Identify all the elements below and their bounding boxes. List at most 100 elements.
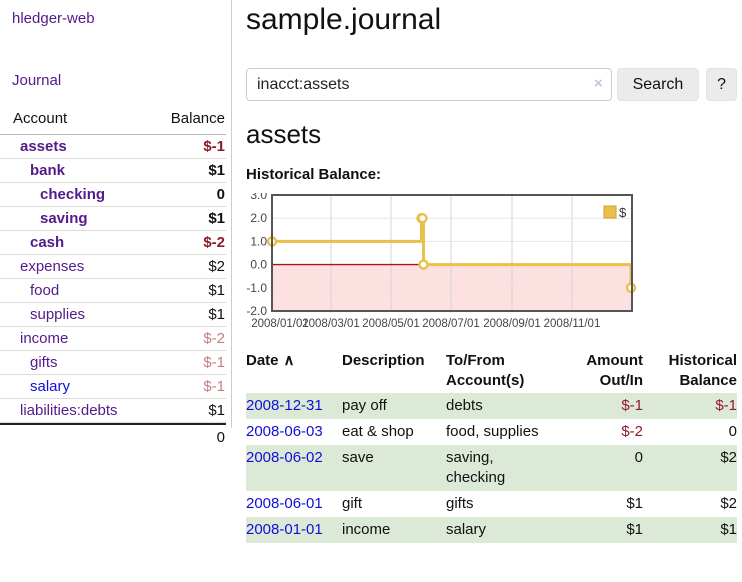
main-content: sample.journal × Search ? assets Histori… — [246, 0, 737, 543]
transaction-accounts: food, supplies — [446, 423, 539, 440]
account-balance: $-1 — [203, 138, 225, 155]
transaction-row: 2008-06-02 save saving, checking 0 $2 — [246, 445, 737, 491]
y-tick-label: 2.0 — [250, 211, 267, 225]
accounts-header-balance: Balance — [170, 110, 225, 127]
sidebar-account-link[interactable]: food — [30, 282, 60, 299]
y-tick-label: -1.0 — [246, 281, 267, 295]
transaction-description: save — [342, 449, 374, 466]
page-title: sample.journal — [246, 3, 442, 36]
column-header-accounts: To/From Account(s) — [446, 352, 525, 389]
x-tick-label: 2008/09/01 — [483, 318, 541, 330]
transaction-accounts: debts — [446, 397, 483, 414]
account-balance: $-1 — [203, 378, 225, 395]
y-tick-label: 0.0 — [250, 258, 267, 272]
sidebar-account-link[interactable]: liabilities:debts — [20, 402, 118, 419]
help-button[interactable]: ? — [706, 68, 737, 101]
transaction-accounts: saving, checking — [446, 449, 506, 486]
transaction-balance: $-1 — [715, 397, 737, 414]
account-balance: $1 — [208, 282, 225, 299]
search-input-wrap: × — [246, 68, 612, 101]
transaction-amount: $1 — [626, 495, 643, 512]
transaction-date-cell: 2008-06-02 — [246, 445, 342, 491]
y-tick-label: 3.0 — [250, 193, 267, 202]
column-header-description: Description — [342, 352, 425, 369]
account-balance: $1 — [208, 162, 225, 179]
account-balance: $1 — [208, 306, 225, 323]
accounts-header: Account Balance — [0, 110, 226, 135]
account-balance: $1 — [208, 402, 225, 419]
accounts-header-account: Account — [13, 110, 68, 127]
transaction-date-link[interactable]: 2008-06-02 — [246, 449, 323, 466]
sidebar-account-link[interactable]: saving — [40, 210, 88, 227]
transaction-amount: $-1 — [621, 397, 643, 414]
sidebar-account-link[interactable]: income — [20, 330, 69, 347]
x-tick-label: 2008/11/01 — [544, 318, 601, 330]
sidebar-account-row: supplies $1 — [0, 303, 226, 327]
search-input[interactable] — [246, 68, 612, 101]
sort-ascending-icon: ∧ — [283, 352, 295, 369]
x-tick-label: 2008/05/01 — [362, 318, 420, 330]
y-tick-label: -2.0 — [246, 304, 267, 318]
sidebar-account-link[interactable]: gifts — [30, 354, 58, 371]
column-header-amount: Amount Out/In — [586, 352, 643, 389]
transaction-date-cell: 2008-01-01 — [246, 517, 342, 543]
transaction-row: 2008-01-01 income salary $1 $1 — [246, 517, 737, 543]
sidebar-account-link[interactable]: checking — [40, 186, 106, 203]
sidebar-account-row: gifts $-1 — [0, 351, 226, 375]
transaction-row: 2008-12-31 pay off debts $-1 $-1 — [246, 393, 737, 419]
sidebar-account-row: salary $-1 — [0, 375, 226, 399]
date-header-label: Date — [246, 352, 279, 369]
chart-border — [271, 194, 633, 312]
sidebar: hledger-web Journal Account Balance asse… — [0, 0, 232, 446]
transaction-date-cell: 2008-06-01 — [246, 491, 342, 517]
sidebar-account-link[interactable]: bank — [30, 162, 66, 179]
accounts-panel: Account Balance assets $-1 bank $1 checking 0… — [0, 110, 226, 450]
account-balance: 0 — [216, 186, 225, 203]
search-button[interactable]: Search — [616, 68, 700, 101]
x-tick-label: 2008/01/01 — [251, 318, 309, 330]
account-balance: $-2 — [203, 234, 225, 251]
data-point-marker — [417, 213, 428, 224]
transaction-date-cell: 2008-12-31 — [246, 393, 342, 419]
transaction-amount: 0 — [634, 449, 643, 466]
legend-swatch — [603, 205, 617, 219]
legend-label: $ — [619, 205, 627, 220]
transaction-description: gift — [342, 495, 363, 512]
sidebar-item-journal[interactable]: Journal — [12, 72, 62, 89]
transaction-date-link[interactable]: 2008-06-01 — [246, 495, 323, 512]
transaction-date-link[interactable]: 2008-06-03 — [246, 423, 323, 440]
transaction-description: income — [342, 521, 391, 538]
transaction-row: 2008-06-01 gift gifts $1 $2 — [246, 491, 737, 517]
sidebar-account-link[interactable]: supplies — [30, 306, 86, 323]
account-balance: $-1 — [203, 354, 225, 371]
sidebar-account-row: expenses $2 — [0, 255, 226, 279]
transaction-amount: $-2 — [621, 423, 643, 440]
sidebar-account-link[interactable]: assets — [20, 138, 67, 155]
transaction-date-link[interactable]: 2008-12-31 — [246, 397, 323, 414]
register-table: Date ∧ Description To/From Account(s) Amo… — [246, 349, 737, 543]
sidebar-account-link[interactable]: salary — [30, 378, 71, 395]
transaction-balance: $1 — [720, 521, 737, 538]
x-tick-label: 2008/07/01 — [422, 318, 480, 330]
transaction-row: 2008-06-03 eat & shop food, supplies $-2 0 — [246, 419, 737, 445]
transaction-description: pay off — [342, 397, 387, 414]
sidebar-account-row: food $1 — [0, 279, 226, 303]
account-balance: $1 — [208, 210, 225, 227]
sidebar-account-row: liabilities:debts $1 — [0, 399, 226, 423]
sidebar-account-link[interactable]: cash — [30, 234, 65, 251]
transaction-date-cell: 2008-06-03 — [246, 419, 342, 445]
column-header-date[interactable]: Date ∧ — [246, 349, 342, 393]
accounts-total-row: 0 — [0, 423, 226, 450]
sidebar-account-row: cash $-2 — [0, 231, 226, 255]
transaction-description: eat & shop — [342, 423, 414, 440]
sidebar-account-row: income $-2 — [0, 327, 226, 351]
sidebar-account-row: assets $-1 — [0, 135, 226, 159]
sidebar-account-row: checking 0 — [0, 183, 226, 207]
accounts-list: assets $-1 bank $1 checking 0 saving $1 cash $-2 e… — [0, 135, 226, 423]
transaction-balance: $2 — [720, 449, 737, 466]
clear-search-icon[interactable]: × — [593, 75, 603, 92]
transaction-date-link[interactable]: 2008-01-01 — [246, 521, 323, 538]
sidebar-account-link[interactable]: expenses — [20, 258, 85, 275]
app-brand-link[interactable]: hledger-web — [12, 10, 95, 27]
